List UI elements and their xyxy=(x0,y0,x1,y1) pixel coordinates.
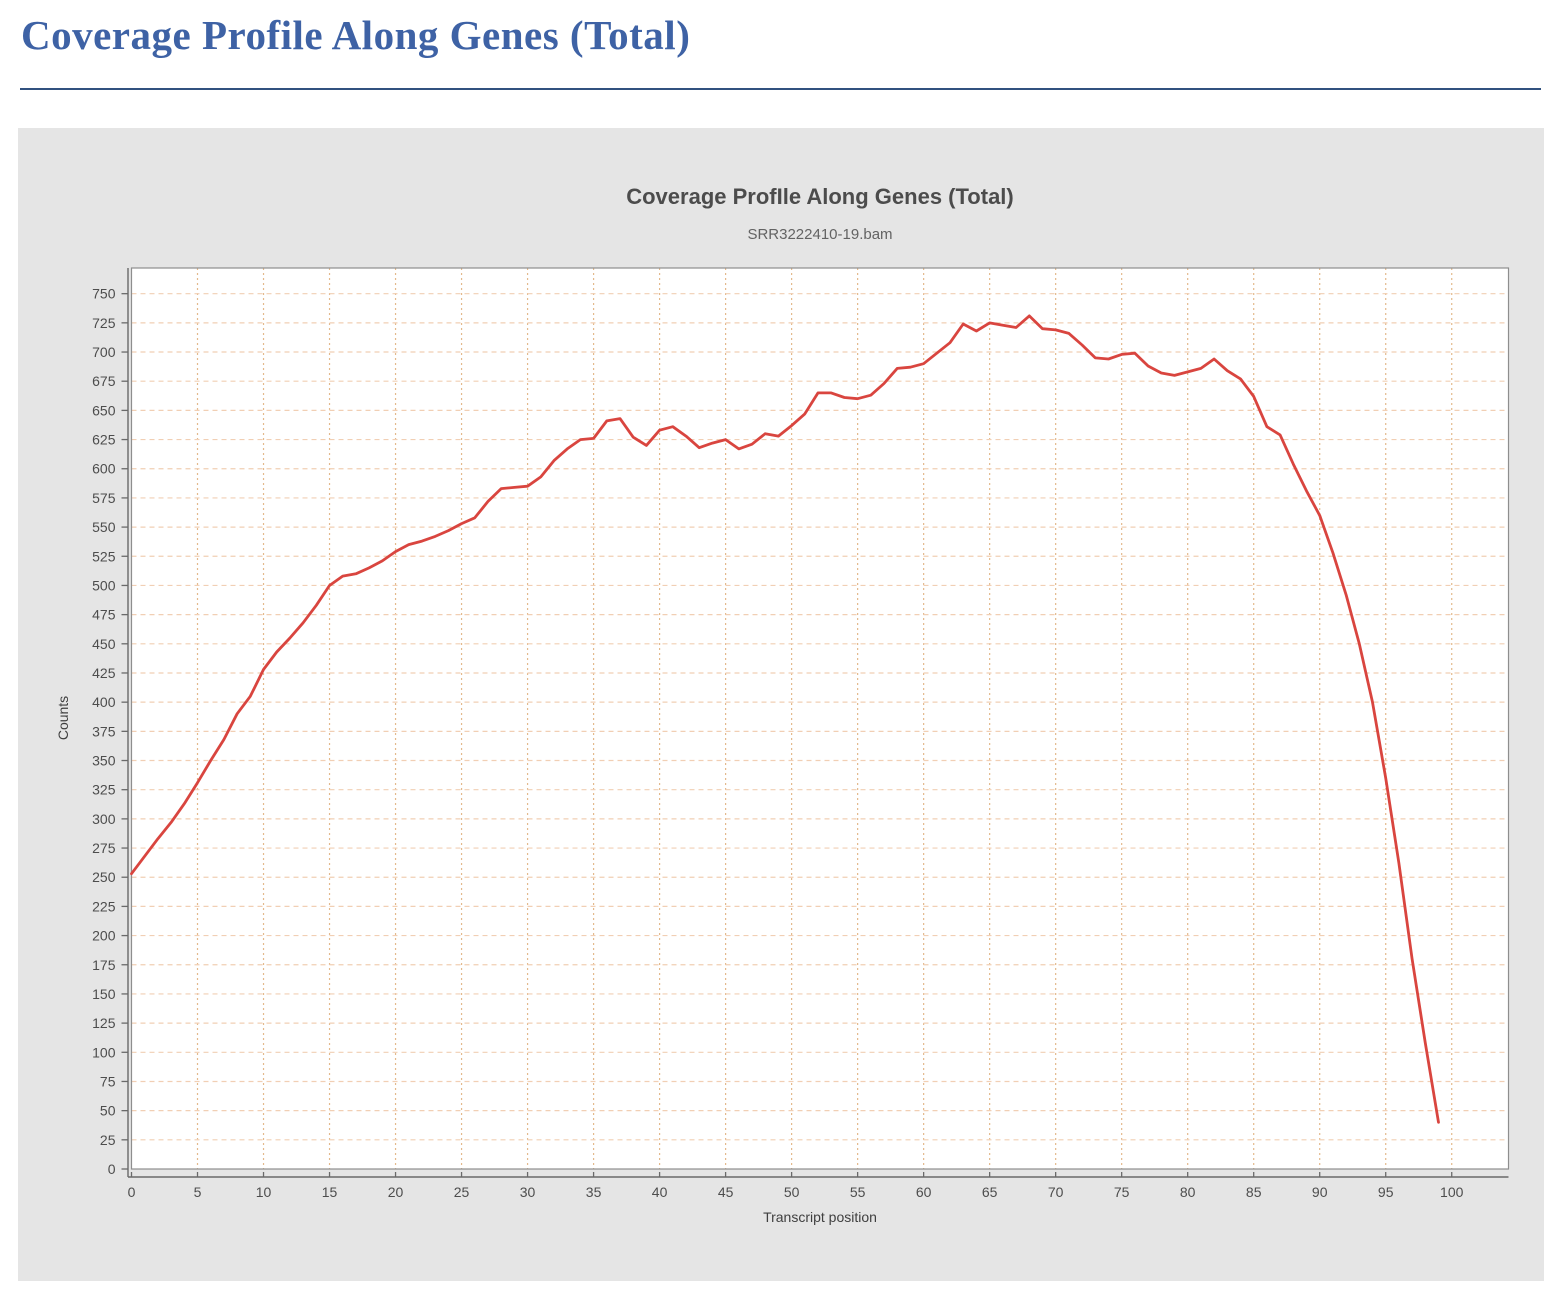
svg-text:55: 55 xyxy=(850,1184,866,1200)
svg-text:325: 325 xyxy=(92,782,116,798)
svg-text:625: 625 xyxy=(92,432,116,448)
svg-text:95: 95 xyxy=(1378,1184,1394,1200)
chart-title: Coverage ProfIle Along Genes (Total) xyxy=(626,184,1014,209)
svg-text:250: 250 xyxy=(92,869,116,885)
tick-labels: 0255075100125150175200225250275300325350… xyxy=(92,286,1463,1200)
svg-text:100: 100 xyxy=(1440,1184,1464,1200)
svg-text:75: 75 xyxy=(100,1073,116,1089)
coverage-line xyxy=(130,314,1440,1124)
svg-text:300: 300 xyxy=(92,811,116,827)
x-axis-label: Transcript position xyxy=(763,1209,877,1225)
svg-text:650: 650 xyxy=(92,402,116,418)
svg-text:50: 50 xyxy=(100,1103,116,1119)
svg-text:70: 70 xyxy=(1048,1184,1064,1200)
svg-text:10: 10 xyxy=(256,1184,272,1200)
svg-text:700: 700 xyxy=(92,344,116,360)
svg-text:90: 90 xyxy=(1312,1184,1328,1200)
svg-text:50: 50 xyxy=(784,1184,800,1200)
svg-text:35: 35 xyxy=(586,1184,602,1200)
svg-text:100: 100 xyxy=(92,1044,116,1060)
svg-text:5: 5 xyxy=(194,1184,202,1200)
svg-text:0: 0 xyxy=(128,1184,136,1200)
coverage-chart-svg: Coverage ProfIle Along Genes (Total) SRR… xyxy=(55,184,1510,1225)
svg-text:400: 400 xyxy=(92,694,116,710)
chart-panel: Coverage ProfIle Along Genes (Total) SRR… xyxy=(18,128,1544,1281)
svg-text:375: 375 xyxy=(92,723,116,739)
title-rule xyxy=(20,88,1541,90)
svg-text:60: 60 xyxy=(916,1184,932,1200)
svg-text:125: 125 xyxy=(92,1015,116,1031)
svg-text:75: 75 xyxy=(1114,1184,1130,1200)
svg-text:450: 450 xyxy=(92,636,116,652)
svg-text:525: 525 xyxy=(92,548,116,564)
svg-text:25: 25 xyxy=(454,1184,470,1200)
plot-border xyxy=(130,267,1510,1170)
svg-text:150: 150 xyxy=(92,986,116,1002)
svg-text:45: 45 xyxy=(718,1184,734,1200)
svg-text:200: 200 xyxy=(92,928,116,944)
axis-lines xyxy=(121,268,1509,1178)
svg-text:350: 350 xyxy=(92,753,116,769)
svg-text:65: 65 xyxy=(982,1184,998,1200)
svg-text:725: 725 xyxy=(92,315,116,331)
svg-text:15: 15 xyxy=(322,1184,338,1200)
svg-text:600: 600 xyxy=(92,461,116,477)
svg-text:80: 80 xyxy=(1180,1184,1196,1200)
svg-text:20: 20 xyxy=(388,1184,404,1200)
svg-text:750: 750 xyxy=(92,286,116,302)
svg-text:500: 500 xyxy=(92,577,116,593)
svg-text:475: 475 xyxy=(92,607,116,623)
plot-background xyxy=(131,268,1509,1169)
svg-text:675: 675 xyxy=(92,373,116,389)
svg-text:275: 275 xyxy=(92,840,116,856)
svg-text:40: 40 xyxy=(652,1184,668,1200)
svg-text:0: 0 xyxy=(108,1161,116,1177)
page-title: Coverage Profile Along Genes (Total) xyxy=(21,12,691,58)
svg-text:175: 175 xyxy=(92,957,116,973)
gridlines xyxy=(131,268,1509,1169)
svg-text:225: 225 xyxy=(92,898,116,914)
svg-text:30: 30 xyxy=(520,1184,536,1200)
svg-text:25: 25 xyxy=(100,1132,116,1148)
chart-subtitle: SRR3222410-19.bam xyxy=(747,226,892,243)
y-axis-label: Counts xyxy=(55,696,71,740)
svg-text:575: 575 xyxy=(92,490,116,506)
svg-text:85: 85 xyxy=(1246,1184,1262,1200)
svg-text:550: 550 xyxy=(92,519,116,535)
svg-text:425: 425 xyxy=(92,665,116,681)
